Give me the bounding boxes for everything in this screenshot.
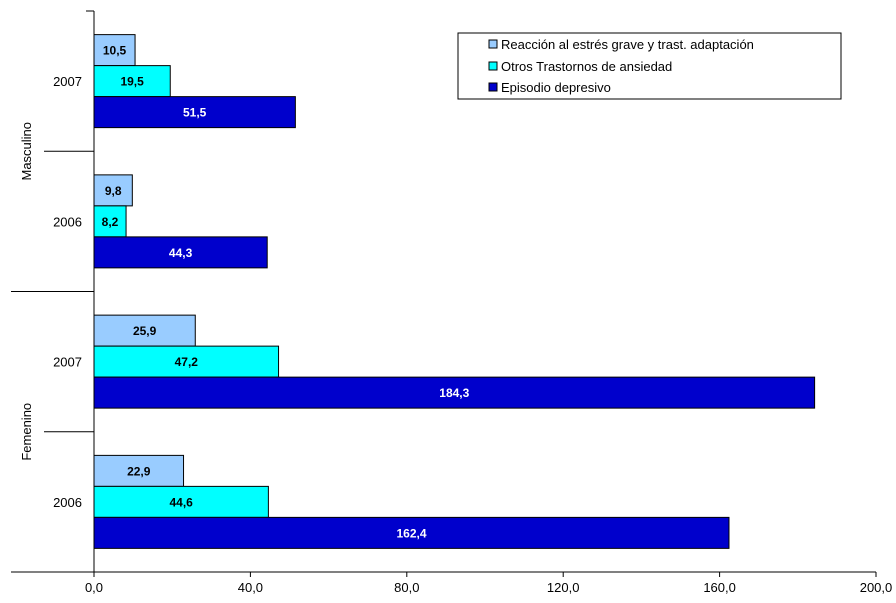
- x-tick-label: 40,0: [238, 580, 263, 595]
- group-label: Masculino: [19, 122, 34, 181]
- legend-box: [457, 32, 842, 100]
- bar: [93, 96, 296, 129]
- bar-value-label: 184,3: [439, 386, 469, 400]
- chart-bars: [93, 34, 816, 549]
- bar: [93, 485, 269, 518]
- legend: Reacción al estrés grave y trast. adapta…: [457, 32, 842, 100]
- bar: [93, 314, 196, 347]
- group-label: Femenino: [19, 403, 34, 461]
- bar: [93, 376, 816, 409]
- x-tick-label: 160,0: [703, 580, 736, 595]
- chart-labels: 0,0 40,0 80,0 120,0 160,0 200,0 Masculino 2007 1…: [19, 44, 892, 595]
- legend-swatch-1: [488, 61, 498, 71]
- bar-value-label: 44,6: [170, 495, 194, 509]
- bar-value-label: 44,3: [169, 246, 193, 260]
- bar: [93, 516, 730, 549]
- legend-entry-1: Otros Trastornos de ansiedad: [501, 59, 672, 74]
- category-label: 2007: [53, 74, 82, 89]
- legend-swatch-2: [488, 82, 498, 92]
- bar: [93, 236, 268, 269]
- bar: [93, 205, 127, 238]
- bar-value-label: 162,4: [396, 526, 426, 540]
- bar-value-label: 22,9: [127, 464, 151, 478]
- category-label: 2006: [53, 495, 82, 510]
- legend-entry-0: Reacción al estrés grave y trast. adapta…: [501, 37, 754, 52]
- bar-value-label: 9,8: [105, 184, 122, 198]
- x-tick-label: 200,0: [860, 580, 893, 595]
- bar-value-label: 47,2: [175, 355, 199, 369]
- bar-value-label: 8,2: [102, 215, 119, 229]
- bar: [93, 34, 136, 67]
- bar-value-label: 10,5: [103, 44, 127, 58]
- category-label: 2007: [53, 355, 82, 370]
- x-tick-label: 120,0: [547, 580, 580, 595]
- bar: [93, 345, 280, 378]
- bar-value-label: 25,9: [133, 324, 157, 338]
- legend-swatch-0: [488, 39, 498, 49]
- bar-value-label: 51,5: [183, 106, 207, 120]
- legend-entry-2: Episodio depresivo: [501, 80, 611, 95]
- category-label: 2006: [53, 214, 82, 229]
- x-tick-label: 0,0: [85, 580, 103, 595]
- x-tick-label: 80,0: [394, 580, 419, 595]
- bar-value-label: 19,5: [120, 75, 144, 89]
